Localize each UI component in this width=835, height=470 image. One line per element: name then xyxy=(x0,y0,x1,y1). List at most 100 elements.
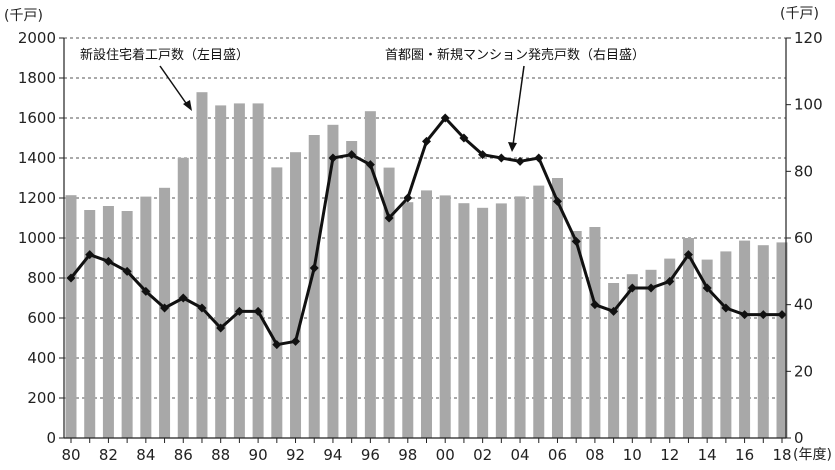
line-point xyxy=(683,250,693,260)
x-tick-label: 84 xyxy=(136,446,155,464)
line-point xyxy=(740,310,750,320)
bar xyxy=(327,124,339,439)
x-tick-label: 04 xyxy=(511,446,530,464)
bar xyxy=(233,103,245,439)
right-tick-label: 120 xyxy=(794,29,823,47)
line-point xyxy=(253,306,263,316)
x-tick-label: 82 xyxy=(99,446,118,464)
left-axis-unit: (千戸) xyxy=(4,8,43,24)
left-tick-label: 1200 xyxy=(18,189,56,207)
x-tick-label: 92 xyxy=(286,446,305,464)
bar xyxy=(739,240,751,438)
bar xyxy=(290,152,302,438)
line-point xyxy=(459,133,469,143)
left-tick-label: 200 xyxy=(27,389,56,407)
line-point xyxy=(272,340,282,350)
x-tick-label: 06 xyxy=(548,446,567,464)
x-tick-label: 14 xyxy=(698,446,717,464)
bar xyxy=(383,167,395,438)
bar xyxy=(720,251,732,438)
line-point xyxy=(627,283,637,293)
bar xyxy=(495,203,507,438)
bar xyxy=(439,195,451,438)
line-point xyxy=(66,273,76,283)
bar xyxy=(533,185,545,438)
bar xyxy=(608,283,620,438)
x-tick-label: 88 xyxy=(211,446,230,464)
line-point xyxy=(328,153,338,163)
line-point xyxy=(160,303,170,313)
annotation-bg xyxy=(76,44,274,64)
annotations: 新設住宅着工戸数（左目盛） 首都圏・新規マンション発売戸数（右目盛） xyxy=(76,44,682,152)
line-point xyxy=(309,263,319,273)
line-point xyxy=(758,310,768,320)
x-tick-label: 80 xyxy=(61,446,80,464)
line-point xyxy=(291,336,301,346)
bar xyxy=(682,238,694,438)
bar xyxy=(159,187,171,438)
line-point xyxy=(552,196,562,206)
x-tick-label: 96 xyxy=(361,446,380,464)
x-tick-label: 10 xyxy=(623,446,642,464)
line-point xyxy=(534,153,544,163)
bar xyxy=(664,258,676,438)
x-axis-unit: (年度) xyxy=(793,447,832,463)
axes: 0200400600800100012001400160018002000020… xyxy=(4,6,832,464)
x-tick-label: 86 xyxy=(174,446,193,464)
annotation-arrow-line xyxy=(512,65,525,146)
bar xyxy=(196,92,208,438)
left-tick-label: 800 xyxy=(27,269,56,287)
bar xyxy=(308,135,320,438)
line-point xyxy=(216,323,226,333)
bar xyxy=(102,206,114,438)
line-point xyxy=(590,300,600,310)
bar xyxy=(570,231,582,438)
line-point xyxy=(141,286,151,296)
bar xyxy=(645,269,657,438)
right-axis-unit: (千戸) xyxy=(780,6,819,22)
left-tick-label: 0 xyxy=(46,429,56,447)
bar xyxy=(514,196,526,438)
line-point xyxy=(515,156,525,166)
line-point xyxy=(197,303,207,313)
line-point xyxy=(347,150,357,160)
x-tick-label: 94 xyxy=(323,446,342,464)
line-point xyxy=(440,113,450,123)
line-point xyxy=(103,256,113,266)
bar xyxy=(65,195,77,438)
annotation-bars: 新設住宅着工戸数（左目盛） xyxy=(80,47,249,63)
left-tick-label: 2000 xyxy=(18,29,56,47)
left-tick-label: 1800 xyxy=(18,69,56,87)
line-point xyxy=(234,306,244,316)
x-tick-label: 18 xyxy=(772,446,791,464)
bar xyxy=(477,207,489,438)
right-tick-label: 80 xyxy=(794,162,813,180)
line-point xyxy=(777,310,787,320)
x-tick-label: 08 xyxy=(585,446,604,464)
bar xyxy=(140,196,152,438)
line-point xyxy=(403,193,413,203)
left-tick-label: 600 xyxy=(27,309,56,327)
annotation-arrow-bars xyxy=(159,65,189,107)
x-tick-label: 12 xyxy=(660,446,679,464)
bar xyxy=(215,105,227,439)
x-tick-label: 00 xyxy=(436,446,455,464)
right-tick-label: 40 xyxy=(794,296,813,314)
right-tick-label: 20 xyxy=(794,362,813,380)
bar xyxy=(84,210,96,438)
bar xyxy=(551,178,563,438)
line-point xyxy=(721,303,731,313)
bar xyxy=(589,227,601,438)
line-point xyxy=(384,213,394,223)
line-point xyxy=(571,236,581,246)
bar xyxy=(121,211,133,438)
line-point xyxy=(85,250,95,260)
line-series xyxy=(66,113,787,350)
x-tick-label: 16 xyxy=(735,446,754,464)
bar xyxy=(346,141,358,438)
line-point xyxy=(178,293,188,303)
bar xyxy=(626,274,638,438)
line-point xyxy=(609,306,619,316)
x-tick-label: 98 xyxy=(398,446,417,464)
